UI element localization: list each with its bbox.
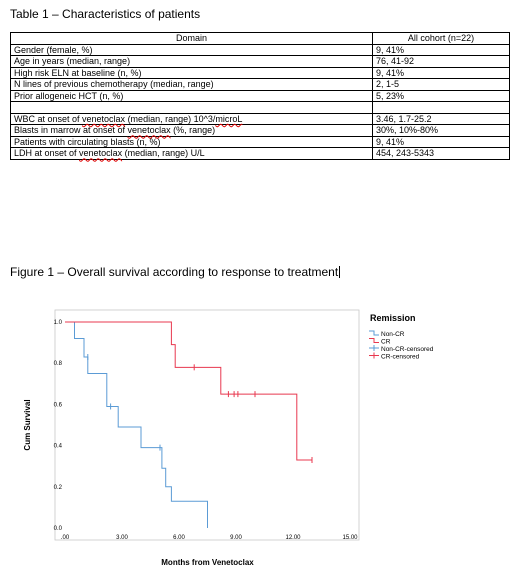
x-tick-label: 6.00 <box>173 535 185 541</box>
row-label: Patients with circulating blasts (n, %) <box>10 135 373 148</box>
legend-label-cr: CR <box>381 339 391 346</box>
table-row: Prior allogeneic HCT (n, %) 5, 23% <box>10 89 510 102</box>
row-value: 3.46, 1.7-25.2 <box>372 112 510 125</box>
table-row: Blasts in marrow at onset of venetoclax … <box>10 124 510 137</box>
row-value: 30%, 10%-80% <box>372 124 510 137</box>
row-value: 9, 41% <box>372 66 510 79</box>
column-header-all-cohort: All cohort (n=22) <box>372 32 510 45</box>
spellcheck-word: venetoclax <box>79 148 123 159</box>
row-label: Gender (female, %) <box>10 43 373 56</box>
row-value: 454, 243-5343 <box>372 147 510 160</box>
y-tick-label: 1.0 <box>54 320 63 326</box>
text-cursor <box>339 266 341 278</box>
x-tick-label: 3.00 <box>116 535 128 541</box>
legend-title: Remission <box>370 313 416 323</box>
plot-frame <box>54 309 360 541</box>
row-label <box>10 101 373 114</box>
figure-caption-text: Figure 1 – Overall survival according to… <box>10 265 339 279</box>
legend-label-non-cr: Non-CR <box>381 331 405 338</box>
chart-axes: 0.0 0.2 0.4 0.6 0.8 1.0 .00 3.00 6.00 9.00 12.00 15… <box>23 309 360 567</box>
table-caption: Table 1 – Characteristics of patients <box>10 7 201 21</box>
row-value: 76, 41-92 <box>372 55 510 68</box>
series-line-cr <box>65 321 312 461</box>
x-tick-label: 12.00 <box>285 535 301 541</box>
row-label: N lines of previous chemotherapy (median… <box>10 78 373 91</box>
legend-swatch-cr <box>369 338 379 343</box>
table-row: Gender (female, %) 9, 41% <box>10 43 510 56</box>
y-tick-label: 0.8 <box>54 361 63 367</box>
table-row-spacer <box>10 101 510 114</box>
spellcheck-word: venetoclax <box>127 125 171 136</box>
y-tick-label: 0.4 <box>54 444 63 450</box>
y-tick-label: 0.6 <box>54 402 63 408</box>
row-value: 9, 41% <box>372 135 510 148</box>
row-label: LDH at onset of venetoclax (median, rang… <box>10 147 373 160</box>
row-label: WBC at onset of venetoclax (median, rang… <box>10 112 373 125</box>
table-row: Age in years (median, range) 76, 41-92 <box>10 55 510 68</box>
row-value: 2, 1-5 <box>372 78 510 91</box>
table-row: N lines of previous chemotherapy (median… <box>10 78 510 91</box>
row-value: 9, 41% <box>372 43 510 56</box>
series-line-non-cr <box>65 321 208 528</box>
legend-label-non-cr-censored: Non-CR-censored <box>381 346 434 353</box>
row-label: Age in years (median, range) <box>10 55 373 68</box>
row-value <box>372 101 510 114</box>
column-header-domain: Domain <box>10 32 373 45</box>
spellcheck-word: microL <box>215 113 243 124</box>
x-tick-label: .00 <box>61 535 70 541</box>
legend-label-cr-censored: CR-censored <box>381 354 420 361</box>
row-value: 5, 23% <box>372 89 510 102</box>
y-tick-label: 0.0 <box>54 526 63 532</box>
x-tick-label: 15.00 <box>342 535 358 541</box>
characteristics-table: Domain All cohort (n=22) Gender (female,… <box>10 32 510 160</box>
row-label: Blasts in marrow at onset of venetoclax … <box>10 124 373 137</box>
survival-chart: 0.0 0.2 0.4 0.6 0.8 1.0 .00 3.00 6.00 9.00 12.00 15… <box>23 309 434 567</box>
y-tick-label: 0.2 <box>54 485 63 491</box>
y-axis-label: Cum Survival <box>23 399 32 450</box>
legend-swatch-non-cr <box>369 330 379 336</box>
x-axis-label: Months from Venetoclax <box>161 558 254 567</box>
figure-caption: Figure 1 – Overall survival according to… <box>10 265 341 279</box>
x-tick-label: 9.00 <box>230 535 242 541</box>
spellcheck-word: venetoclax <box>82 113 126 124</box>
row-label: High risk ELN at baseline (n, %) <box>10 66 373 79</box>
table-header-row: Domain All cohort (n=22) <box>10 32 510 45</box>
chart-legend: Remission Non-CRCRNon-CR-censoredCR-censo… <box>369 313 434 361</box>
table-row: Patients with circulating blasts (n, %) 9… <box>10 135 510 148</box>
table-row: LDH at onset of venetoclax (median, rang… <box>10 147 510 160</box>
chart-marks <box>65 321 313 528</box>
table-row: High risk ELN at baseline (n, %) 9, 41% <box>10 66 510 79</box>
table-row: WBC at onset of venetoclax (median, rang… <box>10 112 510 125</box>
row-label: Prior allogeneic HCT (n, %) <box>10 89 373 102</box>
